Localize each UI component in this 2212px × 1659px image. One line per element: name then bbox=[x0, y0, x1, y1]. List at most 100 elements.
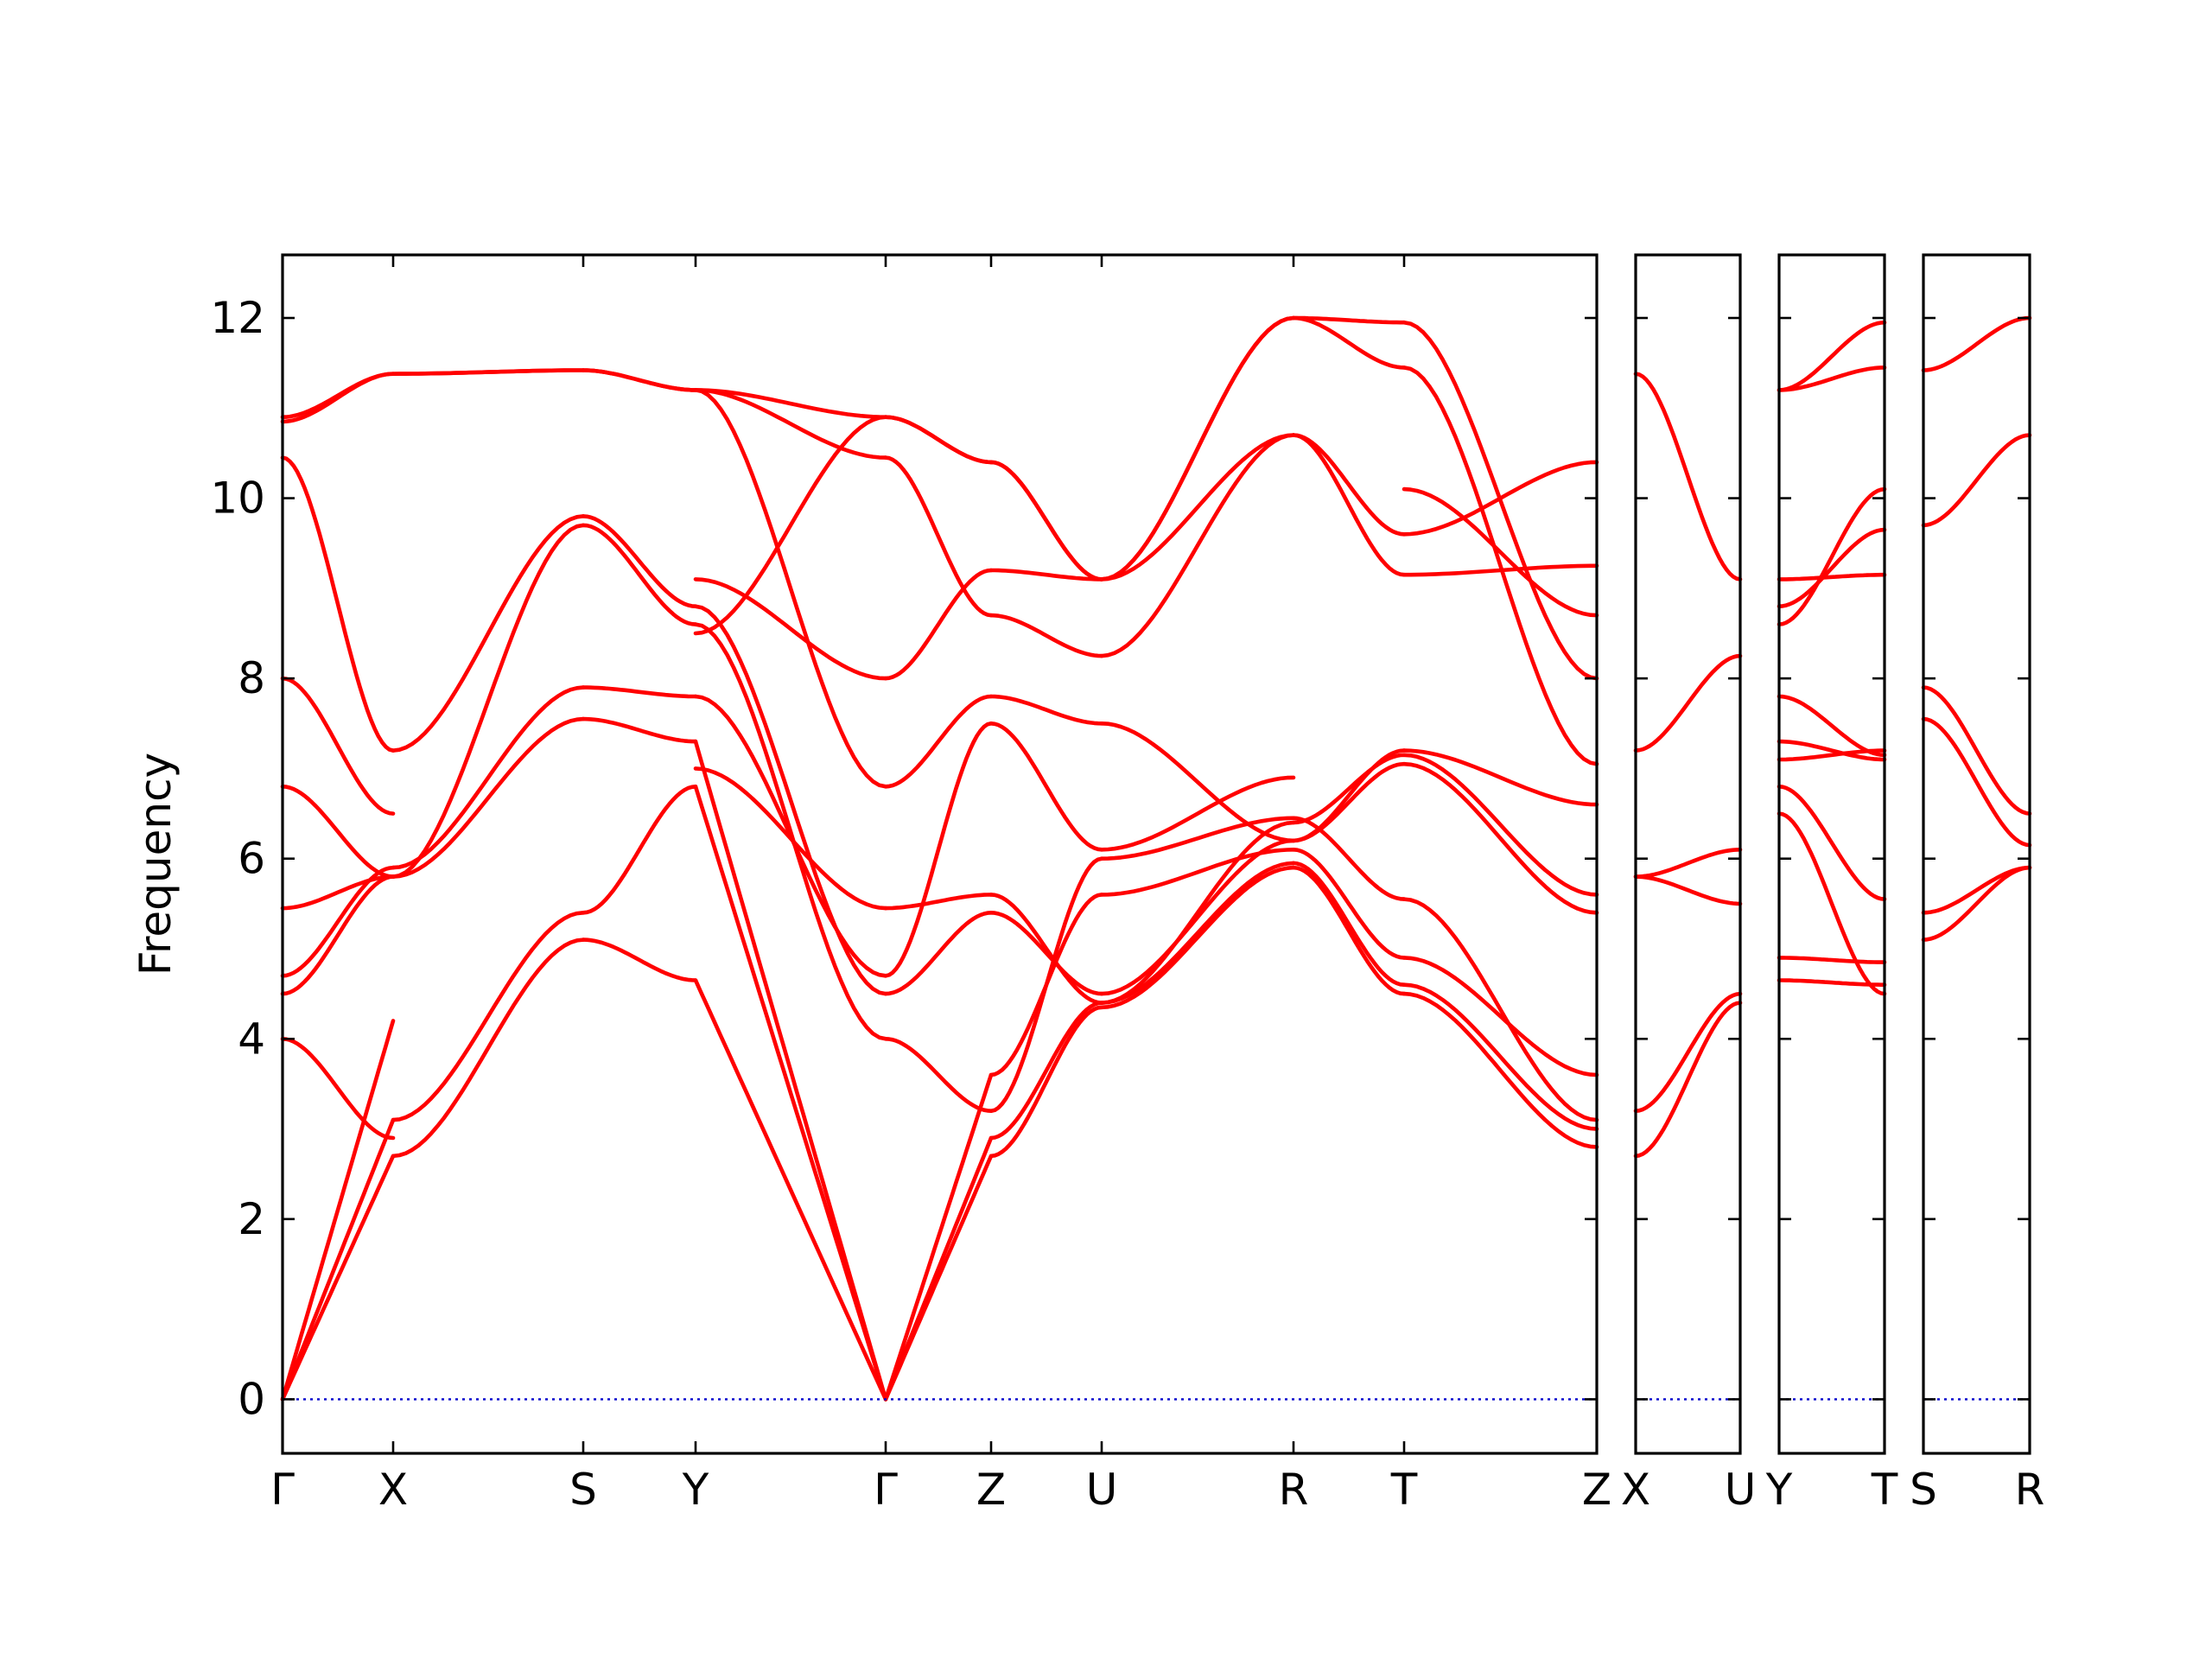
band-line-p1-s8-b2 bbox=[1291, 861, 1407, 987]
band-line-p2-s1-b6 bbox=[1633, 372, 1743, 582]
y-tick-label: 10 bbox=[210, 474, 265, 524]
band-line-p1-s5-b4 bbox=[883, 1037, 994, 1113]
band-line-p1-s3-b6 bbox=[581, 514, 698, 608]
y-axis-label: Frequency bbox=[130, 753, 181, 976]
band-line-p1-s9-b10 bbox=[1402, 365, 1599, 766]
band-line-p1-s1-b6 bbox=[280, 874, 396, 996]
band-line-p2-s1-b2 bbox=[1633, 991, 1743, 1113]
band-line-p1-s1-b10 bbox=[280, 455, 396, 753]
band-line-p1-s6-b12 bbox=[988, 721, 1104, 852]
band-line-p1-s8-b3 bbox=[1291, 848, 1407, 960]
band-line-p1-s5-b12 bbox=[883, 721, 994, 978]
band-line-p1-s9-b5 bbox=[1402, 761, 1599, 915]
x-tick-label: X bbox=[1621, 1465, 1650, 1515]
panel-1: 0 2 4 6 8 10 12 Γ X S Y Γ Z U R T Z bbox=[210, 253, 1611, 1515]
band-line-p1-s8-b10 bbox=[1291, 315, 1407, 370]
band-line-p1-s9-b1 bbox=[1402, 991, 1599, 1149]
band-line-p3-s1-b10 bbox=[1777, 572, 1887, 582]
band-line-p1-s7-b2 bbox=[1099, 861, 1296, 1005]
x-tick-label: T bbox=[1390, 1465, 1418, 1515]
band-line-p1-s4-b8 bbox=[693, 388, 888, 460]
x-tick-label: Y bbox=[682, 1465, 709, 1515]
band-line-p2-s1-b1 bbox=[1633, 1001, 1743, 1159]
band-line-p1-s4-b3 bbox=[693, 739, 888, 1402]
x-tick-label: U bbox=[1725, 1465, 1757, 1515]
band-line-p1-s7-b9 bbox=[1099, 433, 1296, 658]
band-line-p1-s8-b6 bbox=[1291, 753, 1407, 825]
x-tick-label: R bbox=[2015, 1465, 2045, 1515]
band-line-p1-s6-b4 bbox=[988, 856, 1104, 1113]
x-tick-label: Γ bbox=[874, 1465, 898, 1515]
y-tick-label: 2 bbox=[238, 1194, 265, 1244]
band-line-p4-s1-b4 bbox=[1921, 685, 2032, 816]
band-line-p1-s4-b1 bbox=[693, 978, 888, 1402]
band-line-p1-s5-b2 bbox=[883, 1135, 994, 1402]
band-line-p1-s4-b6 bbox=[693, 604, 888, 996]
y-tick-label: 4 bbox=[238, 1014, 265, 1064]
band-line-p1-s3-b2 bbox=[581, 785, 698, 915]
band-line-p1-s4-b10 bbox=[693, 577, 888, 681]
band-line-p3-s1-b1 bbox=[1777, 978, 1887, 987]
axes-frame bbox=[1922, 253, 2031, 1455]
band-line-p1-s7-b8 bbox=[1099, 433, 1296, 582]
band-line-p1-s6-b8 bbox=[988, 568, 1104, 582]
band-line-p1-s1-b12 bbox=[280, 372, 396, 419]
band-line-p1-s3-b4 bbox=[581, 685, 698, 699]
band-line-p2-s1-b4 bbox=[1633, 874, 1743, 906]
band-line-p1-s1-b7 bbox=[280, 874, 396, 911]
band-line-p1-s4-b9 bbox=[693, 766, 888, 911]
x-tick-label: S bbox=[1910, 1465, 1937, 1515]
band-line-p1-s8-b9 bbox=[1291, 433, 1407, 537]
axes-frame bbox=[281, 253, 1599, 1455]
band-line-p1-s2-b6 bbox=[391, 514, 586, 753]
band-line-p1-s3-b8 bbox=[581, 368, 698, 392]
band-line-p2-s1-b5 bbox=[1633, 653, 1743, 753]
band-line-p1-s6-b9 bbox=[988, 613, 1104, 658]
band-line-p1-s9-b11 bbox=[1402, 320, 1599, 681]
band-line-p1-s8-b8 bbox=[1291, 433, 1407, 577]
band-line-p1-s2-b2 bbox=[391, 911, 586, 1122]
band-line-p1-s5-b8 bbox=[883, 568, 994, 681]
band-line-p1-s6-b2 bbox=[988, 1001, 1104, 1141]
band-line-p1-s8-b11 bbox=[1291, 315, 1407, 325]
band-line-p1-s7-b6 bbox=[1099, 820, 1296, 1005]
band-line-p1-s1-b9 bbox=[280, 676, 396, 816]
band-line-p3-s1-b6 bbox=[1777, 739, 1887, 762]
y-tick-label: 8 bbox=[238, 653, 265, 703]
band-line-p1-s6-b11 bbox=[988, 460, 1104, 582]
band-line-p1-s8-b1 bbox=[1291, 865, 1407, 996]
axes-frame bbox=[1777, 253, 1886, 1455]
band-line-p1-s2-b8 bbox=[391, 368, 586, 376]
band-line-p1-s4-b7 bbox=[693, 388, 888, 789]
band-line-p1-s5-b9 bbox=[883, 455, 994, 618]
band-line-p1-s7-b5 bbox=[1099, 838, 1296, 996]
band-line-p3-s1-b4 bbox=[1777, 785, 1887, 901]
band-line-p1-s7-b12 bbox=[1099, 775, 1296, 852]
band-line-p4-s1-b3 bbox=[1921, 716, 2032, 848]
band-line-p1-s1-b1 bbox=[280, 1154, 396, 1402]
band-line-p1-s4-b11 bbox=[693, 388, 888, 419]
x-tick-label: X bbox=[378, 1465, 408, 1515]
band-line-p1-s2-b1 bbox=[391, 938, 586, 1159]
band-line-p1-s1-b8 bbox=[280, 785, 396, 879]
band-line-p4-s1-b5 bbox=[1921, 433, 2032, 528]
band-line-p1-s9-b3 bbox=[1402, 956, 1599, 1077]
band-line-p1-s1-b5 bbox=[280, 865, 396, 978]
x-tick-label: S bbox=[569, 1465, 597, 1515]
x-tick-label: R bbox=[1279, 1465, 1309, 1515]
band-line-p1-s5-b7 bbox=[883, 694, 994, 789]
band-line-p1-s7-b1 bbox=[1099, 865, 1296, 1010]
band-line-p4-s1-b1 bbox=[1921, 865, 2032, 942]
band-line-p1-s8-b7 bbox=[1291, 748, 1407, 843]
band-line-p1-s9-b2 bbox=[1402, 982, 1599, 1131]
band-line-p1-s2-b5 bbox=[391, 523, 586, 879]
band-line-p1-s9-b6 bbox=[1402, 753, 1599, 897]
band-line-p3-s1-b2 bbox=[1777, 956, 1887, 964]
band-line-p1-s5-b3 bbox=[883, 1072, 994, 1402]
band-line-p1-s6-b1 bbox=[988, 1005, 1104, 1159]
band-line-p1-s4-b5 bbox=[693, 622, 888, 1041]
